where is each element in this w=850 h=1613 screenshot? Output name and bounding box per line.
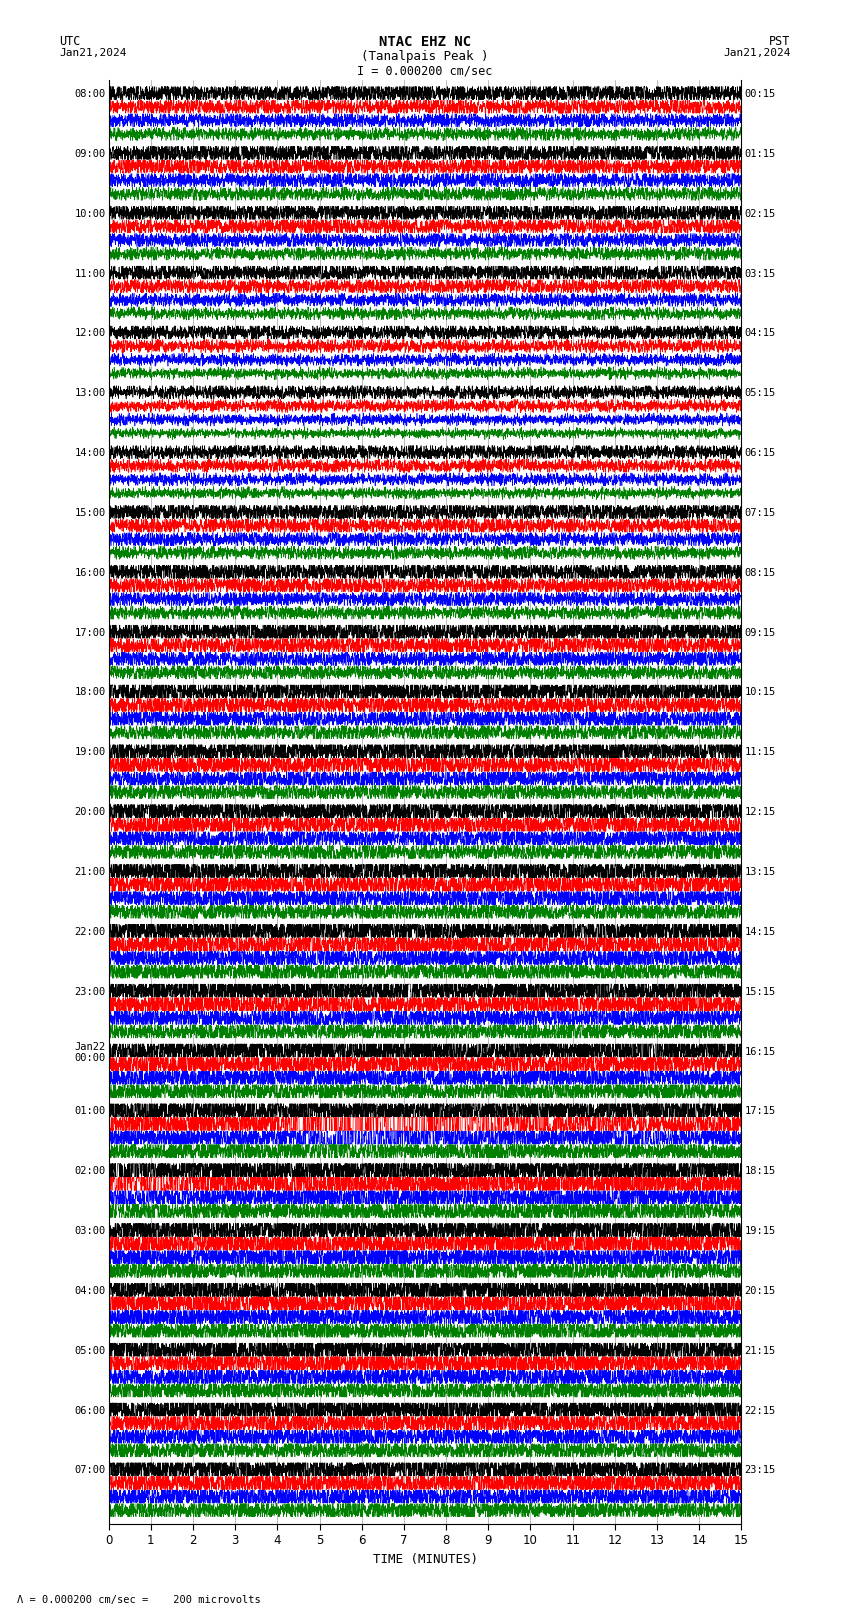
Text: PST: PST <box>769 35 790 48</box>
Text: (Tanalpais Peak ): (Tanalpais Peak ) <box>361 50 489 63</box>
Text: UTC: UTC <box>60 35 81 48</box>
Text: Λ = 0.000200 cm/sec =    200 microvolts: Λ = 0.000200 cm/sec = 200 microvolts <box>17 1595 261 1605</box>
Text: I = 0.000200 cm/sec: I = 0.000200 cm/sec <box>357 65 493 77</box>
Text: Jan21,2024: Jan21,2024 <box>60 48 127 58</box>
Text: NTAC EHZ NC: NTAC EHZ NC <box>379 35 471 50</box>
Text: Jan21,2024: Jan21,2024 <box>723 48 791 58</box>
X-axis label: TIME (MINUTES): TIME (MINUTES) <box>372 1553 478 1566</box>
